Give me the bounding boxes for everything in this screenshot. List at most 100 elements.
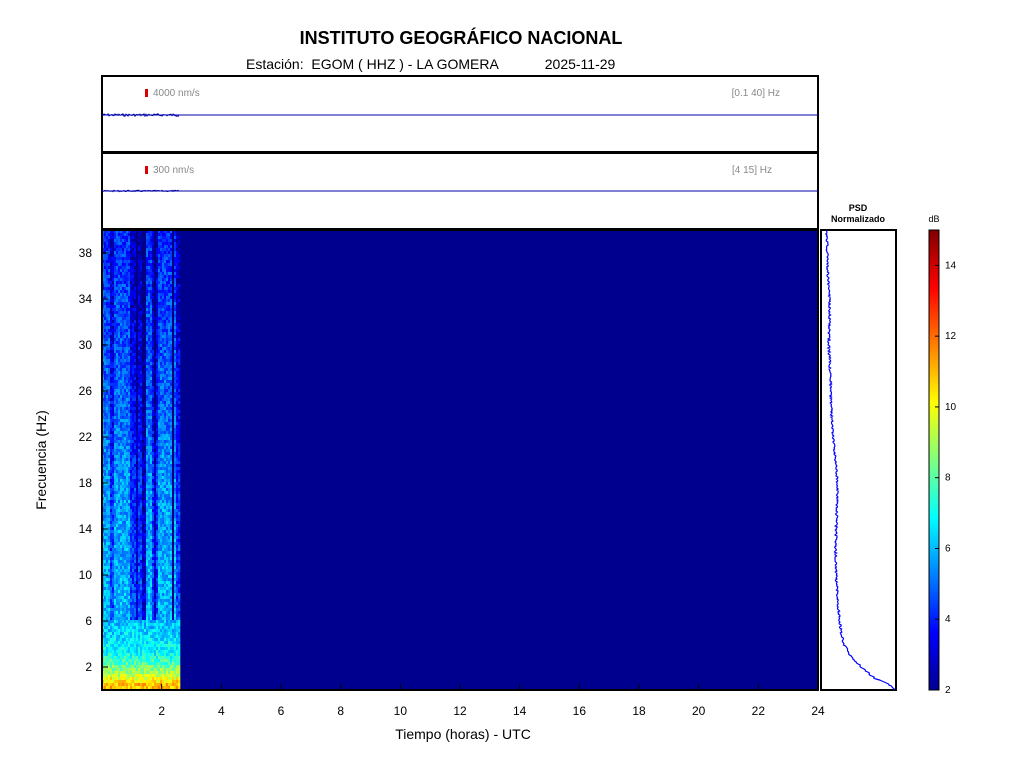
spectrogram-cell (130, 437, 133, 441)
spectrogram-cell (162, 593, 165, 597)
spectrogram-cell (134, 482, 137, 486)
spectrogram-cell (136, 302, 139, 306)
spectrogram-cell (136, 416, 139, 420)
spectrogram-cell (148, 446, 151, 450)
spectrogram-cell (150, 533, 153, 537)
spectrogram-cell (112, 611, 115, 615)
spectrogram-cell (126, 494, 129, 498)
seismogram-panel-2: 300 nm/s [4 15] Hz (101, 152, 819, 230)
spectrogram-cell (168, 275, 171, 279)
spectrogram-cell (126, 242, 129, 246)
spectrogram-cell (112, 590, 115, 594)
spectrogram-cell (134, 353, 137, 357)
spectrogram-cell (120, 341, 123, 345)
spectrogram-cell (148, 437, 151, 441)
spectrogram-cell (136, 512, 139, 516)
spectrogram-cell (130, 374, 133, 378)
spectrogram-cell (166, 485, 169, 489)
spectrogram-cell (168, 425, 171, 429)
spectrogram-cell (174, 257, 177, 261)
spectrogram-cell (106, 575, 109, 579)
spectrogram-cell (176, 569, 179, 573)
spectrogram-cell (168, 500, 171, 504)
spectrogram-cell (176, 497, 179, 501)
spectrogram-cell (110, 587, 113, 591)
spectrogram-cell (106, 518, 109, 522)
spectrogram-cell (102, 272, 105, 276)
spectrogram-cell (158, 470, 161, 474)
spectrogram-cell (112, 461, 115, 465)
spectrogram-cell (118, 395, 121, 399)
spectrogram-cell (170, 467, 173, 471)
spectrogram-cell (140, 440, 143, 444)
spectrogram-cell (110, 551, 113, 555)
spectrogram-cell (144, 452, 147, 456)
spectrogram-cell (172, 437, 175, 441)
spectrogram-cell (128, 338, 131, 342)
spectrogram-cell (168, 362, 171, 366)
spectrogram-cell (108, 434, 111, 438)
spectrogram-cell (126, 533, 129, 537)
spectrogram-cell (150, 392, 153, 396)
spectrogram-cell (170, 431, 173, 435)
spectrogram-cell (168, 488, 171, 492)
spectrogram-cell (146, 305, 149, 309)
spectrogram-cell (148, 275, 151, 279)
spectrogram-cell (108, 284, 111, 288)
spectrogram-cell (106, 533, 109, 537)
spectrogram-cell (172, 527, 175, 531)
spectrogram-cell (138, 290, 141, 294)
spectrogram-cell (120, 497, 123, 501)
spectrogram-cell (118, 242, 121, 246)
spectrogram-cell (154, 332, 157, 336)
spectrogram-cell (136, 329, 139, 333)
spectrogram-cell (128, 347, 131, 351)
spectrogram-cell (152, 608, 155, 612)
spectrogram-cell (102, 269, 105, 273)
spectrogram-cell (126, 611, 129, 615)
spectrogram-cell (126, 524, 129, 528)
spectrogram-cell (176, 332, 179, 336)
spectrogram-cell (130, 362, 133, 366)
spectrogram-cell (178, 599, 181, 603)
spectrogram-cell (152, 569, 155, 573)
spectrogram-cell (148, 353, 151, 357)
spectrogram-cell (108, 320, 111, 324)
spectrogram-cell (140, 335, 143, 339)
spectrogram-cell (122, 302, 125, 306)
spectrogram-cell (148, 530, 151, 534)
spectrogram-cell (132, 344, 135, 348)
spectrogram-cell (140, 524, 143, 528)
spectrogram-cell (170, 518, 173, 522)
spectrogram-cell (170, 314, 173, 318)
spectrogram-cell (144, 494, 147, 498)
spectrogram-cell (102, 539, 105, 543)
spectrogram-cell (152, 260, 155, 264)
spectrogram-cell (162, 311, 165, 315)
spectrogram-cell (134, 404, 137, 408)
spectrogram-cell (178, 512, 181, 516)
spectrogram-cell (152, 611, 155, 615)
spectrogram-cell (148, 263, 151, 267)
spectrogram-cell (170, 308, 173, 312)
spectrogram-cell (140, 323, 143, 327)
spectrogram-cell (142, 302, 145, 306)
spectrogram-cell (144, 461, 147, 465)
spectrogram-cell (142, 536, 145, 540)
spectrogram-cell (146, 362, 149, 366)
spectrogram-cell (148, 569, 151, 573)
spectrogram-cell (112, 302, 115, 306)
spectrogram-cell (126, 272, 129, 276)
spectrogram-cell (126, 281, 129, 285)
spectrogram-cell (154, 245, 157, 249)
spectrogram-cell (150, 401, 153, 405)
spectrogram-cell (122, 407, 125, 411)
spectrogram-cell (128, 359, 131, 363)
spectrogram-cell (174, 380, 177, 384)
spectrogram-cell (168, 479, 171, 483)
spectrogram-cell (106, 467, 109, 471)
spectrogram-cell (152, 503, 155, 507)
spectrogram-cell (116, 344, 119, 348)
spectrogram-cell (108, 596, 111, 600)
spectrogram-cell (132, 350, 135, 354)
